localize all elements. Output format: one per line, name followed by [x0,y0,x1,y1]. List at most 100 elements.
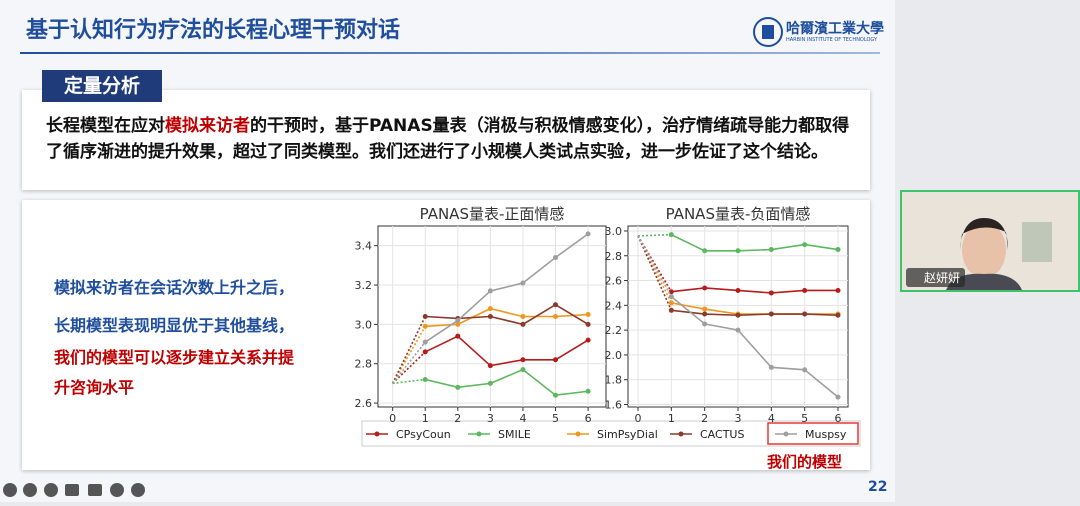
point [585,231,591,237]
line [670,233,839,252]
side-text: 模拟来访者在会话次数上升之后， [54,278,295,297]
point [768,247,774,253]
title-rule [20,52,880,54]
y-tick-label: 3.2 [355,279,373,292]
point [553,302,559,308]
icon-search[interactable] [44,483,58,497]
participant-video [946,218,1052,290]
point [455,333,461,339]
point [768,290,774,296]
legend-label: Muspsy [805,428,847,441]
series: SMILE [392,367,591,398]
line-start [391,316,426,384]
side-text: 升咨询水平 [54,378,135,397]
line-start [637,235,673,298]
y-tick-label: 3.4 [355,240,373,253]
point [835,287,841,293]
point [553,392,559,398]
point [520,367,526,373]
point [702,306,708,312]
point [487,314,493,319]
point [455,321,461,327]
side-text: 我们的模型可以逐步建立关系并提 [54,348,295,367]
point [422,314,428,319]
point [702,311,708,317]
point [735,327,741,333]
series: Muspsy [637,235,841,400]
y-tick-label: 3.0 [355,318,373,331]
x-tick-label: 5 [552,412,559,425]
point [422,339,428,345]
point [422,323,428,329]
icon-back[interactable] [3,483,17,497]
point [768,311,774,317]
paragraph: 长程模型在应对模拟来访者的干预时，基于PANAS量表（消极与积极情感变化），治疗… [46,113,861,165]
text: 的干预时，基于PANAS量表（消极与积极情感变化），治疗情绪疏导能力都取得了循序… [46,116,850,162]
line [671,309,839,317]
logo-emblem [753,17,783,47]
x-tick-label: 0 [389,412,396,425]
line [425,368,589,397]
icon-cc[interactable] [65,484,79,496]
x-tick-label: 1 [668,412,675,425]
point [802,311,808,317]
chart-title: PANAS量表-负面情感 [666,205,811,223]
legend-label: CPsyCoun [396,428,451,441]
point [455,317,461,323]
point [553,357,559,363]
icon-more[interactable] [110,483,124,497]
line-start [392,351,426,384]
point [802,367,808,373]
point [668,300,674,306]
point [735,312,741,318]
logo-en: HARBIN INSTITUTE OF TECHNOLOGY [786,37,878,43]
line-start [392,378,426,385]
y-tick-label: 2.8 [605,250,623,263]
point [668,232,674,238]
point [702,321,708,327]
x-tick-label: 3 [487,412,494,425]
point [487,363,493,369]
line-start [391,325,426,384]
point [487,380,493,386]
series: CPsyCoun [392,333,591,384]
video-tile[interactable]: 赵妍妍 [900,190,1080,292]
y-tick-label: 1.6 [605,399,623,412]
toolbar-icons [3,483,145,497]
side-text: 长期模型表现明显优于其他基线， [54,316,295,335]
line [670,296,839,398]
point [585,388,591,394]
participant-name: 赵妍妍 [906,268,966,287]
icon-pen[interactable] [23,483,37,497]
point [520,280,526,286]
x-tick-label: 4 [519,412,526,425]
series: Muspsy [392,231,591,384]
x-tick-label: 4 [768,412,775,425]
x-tick-label: 2 [454,412,461,425]
toolbar [0,478,895,502]
y-tick-label: 2.6 [355,397,373,410]
point [520,314,526,319]
y-tick-label: 3.0 [605,225,623,238]
point [585,321,591,327]
chart-title: PANAS量表-正面情感 [420,205,565,223]
y-tick-label: 2.4 [605,299,623,312]
icon-next[interactable] [131,483,145,497]
point [487,288,493,294]
y-tick-label: 2.6 [605,275,623,288]
x-tick-label: 2 [701,412,708,425]
point [585,337,591,343]
point [702,248,708,254]
legend-label: SimPsyDial [597,428,658,441]
point [553,314,559,319]
legend-label: CACTUS [700,428,744,441]
legend-marker [374,431,380,437]
line [424,335,589,367]
x-tick-label: 5 [801,412,808,425]
y-tick-label: 2.2 [605,324,623,337]
logo-name: 哈爾濱工業大學 [786,21,884,37]
point [487,306,493,312]
x-tick-label: 6 [835,412,842,425]
icon-video[interactable] [88,484,102,496]
